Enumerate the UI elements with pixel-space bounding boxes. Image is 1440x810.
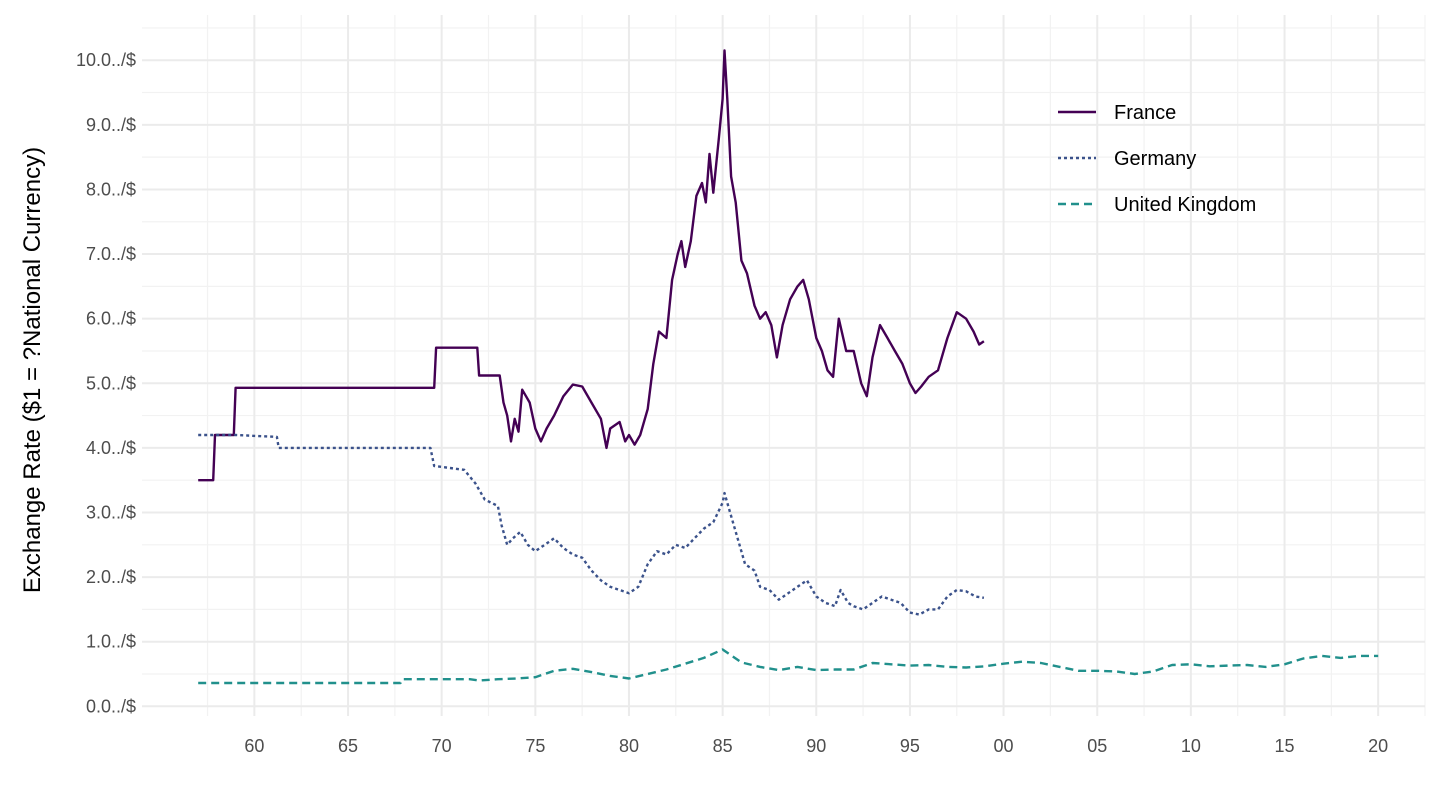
x-tick-label: 65	[338, 736, 358, 756]
x-tick-label: 05	[1087, 736, 1107, 756]
x-tick-label: 80	[619, 736, 639, 756]
y-tick-label: 6.0../$	[86, 309, 136, 329]
y-tick-label: 0.0../$	[86, 696, 136, 716]
legend-label-united-kingdom: United Kingdom	[1114, 194, 1256, 216]
y-tick-label: 2.0../$	[86, 567, 136, 587]
series-lines	[198, 49, 1379, 685]
x-tick-label: 95	[900, 736, 920, 756]
y-tick-label: 9.0../$	[86, 115, 136, 135]
minor-gridlines	[142, 15, 1426, 716]
y-tick-label: 4.0../$	[86, 438, 136, 458]
major-gridlines	[142, 15, 1425, 716]
x-tick-label: 20	[1368, 736, 1388, 756]
y-tick-label: 1.0../$	[86, 632, 136, 652]
series-line-germany	[198, 433, 985, 616]
y-axis-tick-labels: 0.0../$ 1.0../$ 2.0../$ 3.0../$ 4.0../$ 5.0..…	[76, 50, 136, 716]
y-tick-label: 5.0../$	[86, 373, 136, 393]
x-tick-label: 00	[994, 736, 1014, 756]
series-line-united-kingdom	[198, 648, 1379, 685]
x-tick-label: 10	[1181, 736, 1201, 756]
x-tick-label: 75	[525, 736, 545, 756]
legend-label-france: France	[1114, 102, 1176, 124]
series-line-france	[198, 49, 985, 482]
y-tick-label: 3.0../$	[86, 502, 136, 522]
x-axis-tick-labels: 60 65 70 75 80 85 90 95 00 05 10 15 20	[244, 736, 1388, 756]
y-tick-label: 7.0../$	[86, 244, 136, 264]
legend-label-germany: Germany	[1114, 148, 1196, 170]
y-tick-label: 10.0../$	[76, 50, 136, 70]
x-tick-label: 70	[432, 736, 452, 756]
x-tick-label: 60	[244, 736, 264, 756]
x-tick-label: 85	[713, 736, 733, 756]
x-tick-label: 15	[1275, 736, 1295, 756]
y-tick-label: 8.0../$	[86, 179, 136, 199]
legend: France Germany United Kingdom	[1058, 102, 1256, 216]
y-axis-title: Exchange Rate ($1 = ?National Currency)	[19, 147, 46, 593]
x-tick-label: 90	[806, 736, 826, 756]
